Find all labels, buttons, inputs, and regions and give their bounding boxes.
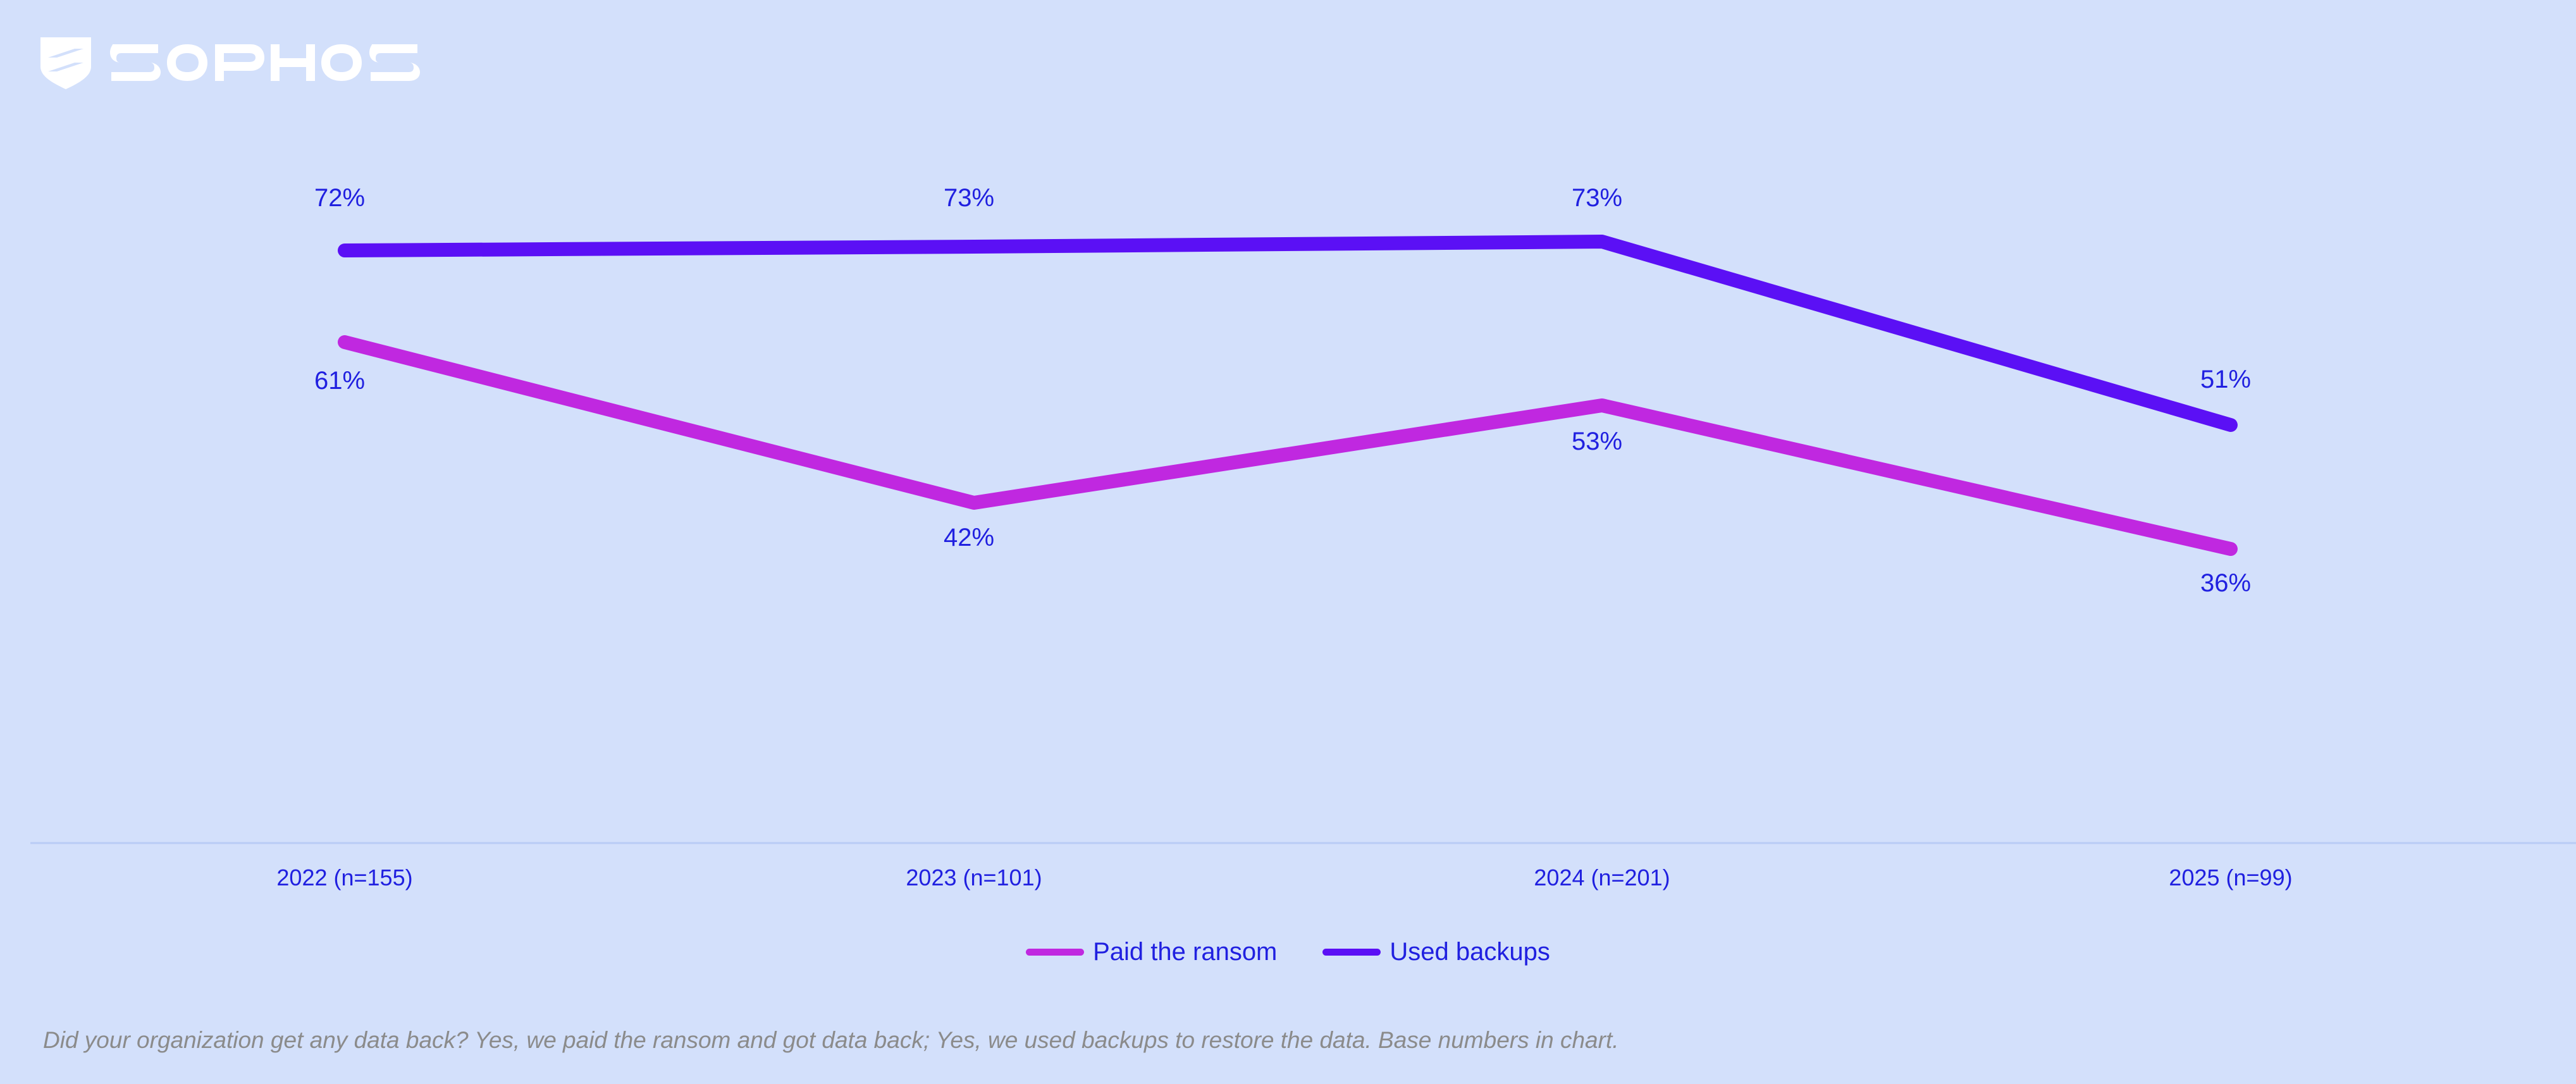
data-label-used-backups-2: 73% [1572, 184, 1623, 212]
x-axis-label-2: 2024 (n=201) [1534, 865, 1670, 890]
series-line-used-backups [338, 235, 2238, 432]
series-line-paid-the-ransom [338, 335, 2238, 556]
chart-footnote: Did your organization get any data back?… [43, 1027, 1619, 1053]
data-label-used-backups-3: 51% [2200, 366, 2252, 393]
legend-label: Paid the ransom [1093, 938, 1278, 966]
data-label-paid-the-ransom-7: 36% [2200, 569, 2252, 597]
x-axis-tick-labels: 2022 (n=155) 2023 (n=101) 2024 (n=201) 2025… [0, 866, 2576, 898]
data-label-paid-the-ransom-5: 42% [944, 524, 995, 551]
x-axis-label-3: 2025 (n=99) [2169, 865, 2293, 890]
legend-swatch-icon [1026, 948, 1085, 956]
legend-item-used-backups[interactable]: Used backups [1322, 939, 1550, 964]
sophos-wordmark [110, 44, 420, 81]
legend-swatch-icon [1322, 948, 1381, 956]
sophos-logo [38, 35, 471, 90]
x-axis-label-0: 2022 (n=155) [276, 865, 413, 890]
x-axis-label-1: 2023 (n=101) [906, 865, 1042, 890]
legend-label: Used backups [1390, 938, 1550, 966]
sophos-shield-icon [40, 37, 91, 89]
data-label-used-backups-0: 72% [314, 184, 366, 212]
data-label-used-backups-1: 73% [944, 184, 995, 212]
data-label-paid-the-ransom-4: 61% [314, 367, 366, 395]
legend-item-paid-the-ransom[interactable]: Paid the ransom [1026, 939, 1277, 964]
chart-legend: Paid the ransom Used backups [0, 939, 2576, 964]
data-label-paid-the-ransom-6: 53% [1572, 428, 1623, 455]
